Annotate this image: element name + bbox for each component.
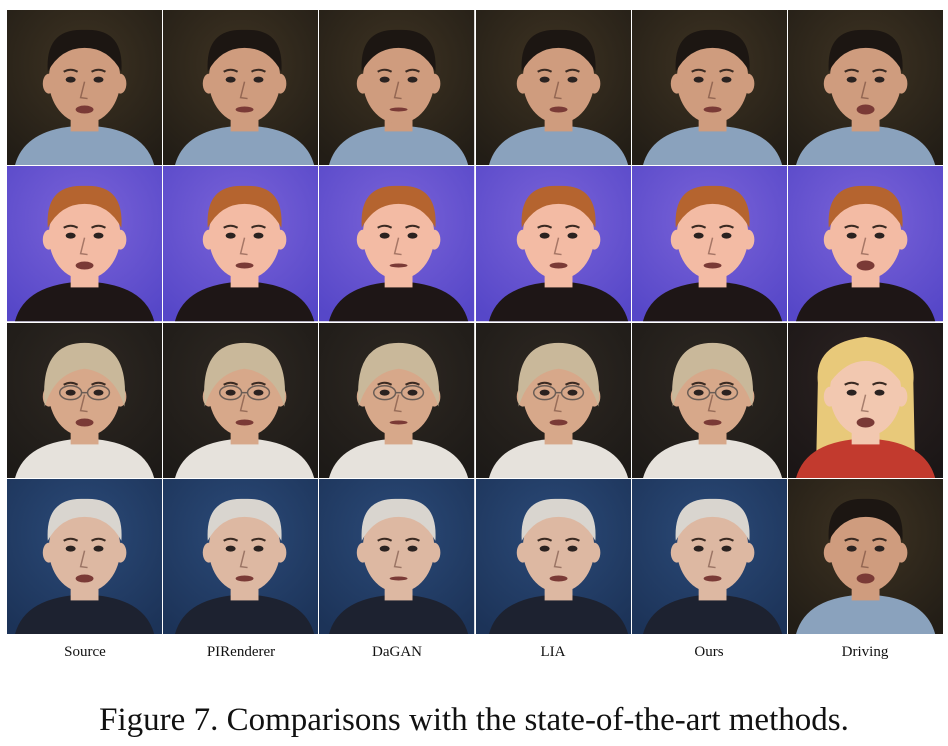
- face-image-row1-driving: [787, 10, 943, 166]
- column-label-ours: Ours: [694, 644, 724, 660]
- face-image-row1-source: [7, 10, 163, 166]
- face-image-row4-source: [7, 478, 163, 634]
- face-image-row3-source: [7, 322, 163, 478]
- face-image-row3-driving: [787, 322, 943, 478]
- face-image-row2-pirenderer: [163, 166, 319, 322]
- column-labels: Source PIRenderer DaGAN LIA Ours Driving: [7, 644, 943, 661]
- face-image-row2-source: [7, 166, 163, 322]
- face-image-row1-ours: [631, 10, 787, 166]
- face-image-row2-dagan: [319, 166, 475, 322]
- column-label-source: Source: [64, 644, 106, 660]
- face-image-row4-ours: [631, 478, 787, 634]
- face-image-row2-driving: [787, 166, 943, 322]
- face-image-row3-ours: [631, 322, 787, 478]
- comparison-image-grid: [7, 10, 943, 634]
- face-image-row1-dagan: [319, 10, 475, 166]
- face-image-row1-pirenderer: [163, 10, 319, 166]
- column-label-driving: Driving: [841, 644, 889, 660]
- column-label-pirenderer: PIRenderer: [206, 644, 276, 660]
- column-label-lia: LIA: [540, 644, 566, 660]
- face-image-row4-driving: [787, 478, 943, 634]
- column-label-dagan: DaGAN: [372, 644, 422, 660]
- face-image-row3-pirenderer: [163, 322, 319, 478]
- face-image-row1-lia: [475, 10, 631, 166]
- face-image-row4-lia: [475, 478, 631, 634]
- face-image-row4-dagan: [319, 478, 475, 634]
- face-image-row2-lia: [475, 166, 631, 322]
- face-image-row3-dagan: [319, 322, 475, 478]
- figure-caption: Figure 7. Comparisons with the state-of-…: [99, 702, 849, 738]
- face-image-row4-pirenderer: [163, 478, 319, 634]
- face-image-row3-lia: [475, 322, 631, 478]
- face-image-row2-ours: [631, 166, 787, 322]
